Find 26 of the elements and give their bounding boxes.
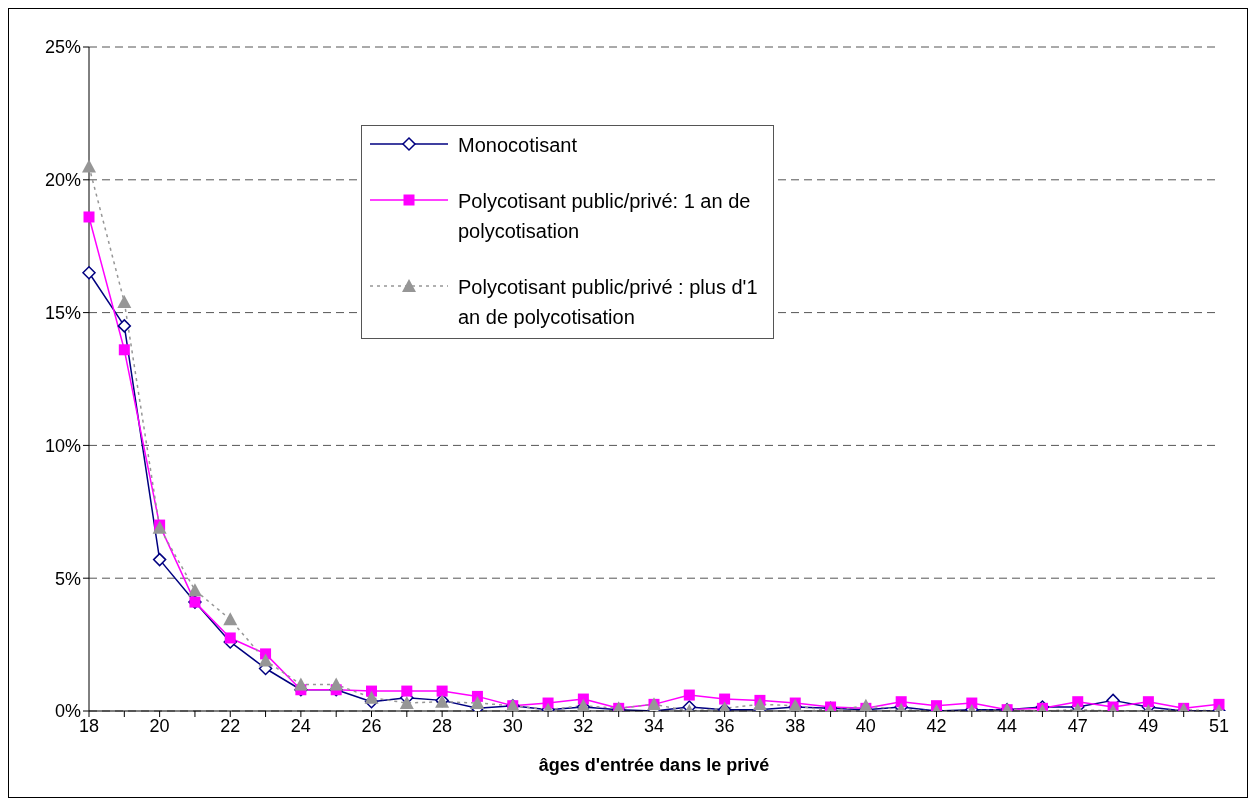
x-tick-label: 42 (926, 715, 947, 736)
x-axis-title: âges d'entrée dans le privé (538, 755, 770, 775)
x-tick-label: 22 (220, 715, 241, 736)
y-tick-label: 25% (44, 37, 81, 58)
y-tick-label: 15% (44, 302, 81, 323)
y-tick-label: 10% (44, 435, 81, 456)
legend-label: Polycotisant public/privé : plus d'1 an de polycotisation (458, 275, 759, 330)
y-tick-label: 0% (54, 701, 81, 722)
x-tick-label: 40 (855, 715, 876, 736)
x-tick-label: 44 (997, 715, 1018, 736)
x-tick-label: 30 (502, 715, 523, 736)
legend-label: Monocotisant (458, 133, 577, 158)
y-tick-label: 20% (44, 170, 81, 191)
x-tick-label: 49 (1138, 715, 1159, 736)
y-tick-label: 5% (54, 568, 81, 589)
x-tick-label: 34 (643, 715, 665, 736)
x-tick-label: 26 (361, 715, 382, 736)
x-tick-label: 28 (432, 715, 453, 736)
x-tick-label: 20 (149, 715, 170, 736)
x-tick-label: 24 (290, 715, 311, 736)
legend-label: Polycotisant public/privé: 1 an de polycotisation (458, 189, 752, 244)
x-tick-label: 38 (785, 715, 806, 736)
x-tick-label: 47 (1067, 715, 1088, 736)
x-tick-label: 32 (573, 715, 594, 736)
x-tick-label: 36 (714, 715, 735, 736)
x-tick-label: 51 (1208, 715, 1230, 736)
